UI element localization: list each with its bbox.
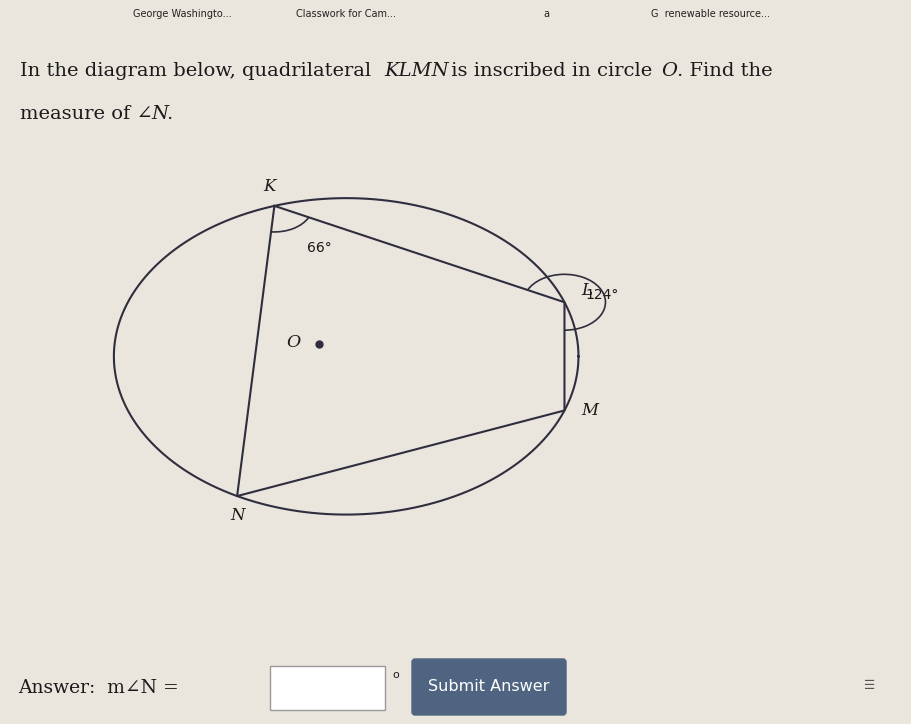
Text: is inscribed in circle: is inscribed in circle <box>445 62 658 80</box>
Text: 66°: 66° <box>307 241 332 256</box>
Text: 124°: 124° <box>586 288 619 303</box>
Text: . Find the: . Find the <box>677 62 773 80</box>
Text: N: N <box>230 508 244 524</box>
Text: L: L <box>581 282 592 299</box>
Text: measure of ∠: measure of ∠ <box>20 105 153 123</box>
Text: In the diagram below, quadrilateral: In the diagram below, quadrilateral <box>20 62 377 80</box>
Text: .: . <box>166 105 172 123</box>
Text: George Washingto...: George Washingto... <box>133 9 231 19</box>
Text: O: O <box>661 62 678 80</box>
Text: M: M <box>581 402 598 419</box>
Text: Answer:  m∠N =: Answer: m∠N = <box>18 679 179 697</box>
Text: Submit Answer: Submit Answer <box>428 680 549 694</box>
Text: a: a <box>544 9 549 19</box>
FancyBboxPatch shape <box>412 659 566 715</box>
Text: N: N <box>151 105 169 123</box>
Text: ☰: ☰ <box>865 680 875 692</box>
Text: K: K <box>263 177 276 195</box>
Text: KLMN: KLMN <box>384 62 449 80</box>
Text: Classwork for Cam...: Classwork for Cam... <box>296 9 396 19</box>
Text: O: O <box>286 334 301 351</box>
FancyBboxPatch shape <box>270 666 385 710</box>
Text: G  renewable resource...: G renewable resource... <box>651 9 770 19</box>
Text: o: o <box>392 670 399 680</box>
